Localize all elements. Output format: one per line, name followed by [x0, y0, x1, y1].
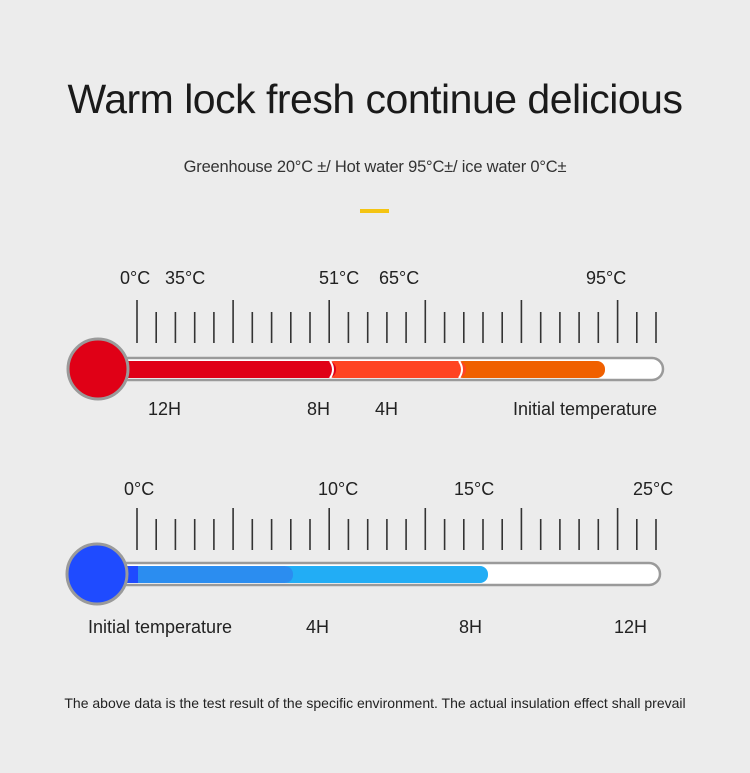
hot-time-label-initial: Initial temperature: [513, 399, 658, 419]
hot-temp-label-95: 95°C: [586, 268, 627, 288]
cold-tick-marks: [136, 508, 657, 550]
cold-time-label-12h: 12H: [614, 617, 648, 637]
hot-tick-marks: [136, 300, 657, 343]
page-title: Warm lock fresh continue delicious: [67, 76, 683, 122]
hot-segment-orange: [455, 361, 605, 378]
cold-temp-label-25: 25°C: [633, 479, 674, 499]
hot-thermometer: [66, 300, 665, 401]
hot-bulb: [66, 337, 130, 401]
hot-time-label-4h: 4H: [375, 399, 399, 419]
hot-temp-label-51: 51°C: [319, 268, 360, 288]
hot-temp-label-0: 0°C: [120, 268, 151, 288]
cold-segment-light-blue: [280, 566, 488, 583]
cold-temp-label-0: 0°C: [124, 479, 155, 499]
cold-time-label-4h: 4H: [306, 617, 330, 637]
hot-temp-label-65: 65°C: [379, 268, 420, 288]
cold-temp-label-10: 10°C: [318, 479, 359, 499]
cold-thermometer: [65, 508, 662, 606]
accent-divider: [360, 209, 389, 213]
hot-time-label-8h: 8H: [307, 399, 331, 419]
cold-segment-mid-blue: [118, 566, 293, 583]
cold-temp-label-15: 15°C: [454, 479, 495, 499]
hot-temp-label-35: 35°C: [165, 268, 206, 288]
cold-time-label-initial: Initial temperature: [88, 617, 233, 637]
cold-time-label-8h: 8H: [459, 617, 483, 637]
hot-segment-light-red: [326, 361, 466, 378]
hot-time-label-12h: 12H: [148, 399, 182, 419]
hot-segment-red: [110, 361, 336, 378]
footer-disclaimer: The above data is the test result of the…: [64, 695, 686, 711]
cold-bulb: [65, 542, 129, 606]
page-subtitle: Greenhouse 20°C ±/ Hot water 95°C±/ ice …: [183, 158, 567, 176]
